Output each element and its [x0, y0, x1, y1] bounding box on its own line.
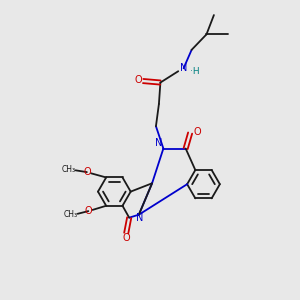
Text: O: O [134, 76, 142, 85]
Text: N: N [180, 63, 187, 73]
Text: O: O [83, 167, 91, 177]
Text: CH₃: CH₃ [61, 165, 76, 174]
Text: CH₃: CH₃ [63, 210, 78, 219]
Text: O: O [122, 232, 130, 243]
Text: O: O [85, 206, 92, 216]
Text: N: N [155, 138, 163, 148]
Text: ·H: ·H [190, 67, 200, 76]
Text: N: N [136, 213, 143, 223]
Text: O: O [194, 127, 201, 136]
